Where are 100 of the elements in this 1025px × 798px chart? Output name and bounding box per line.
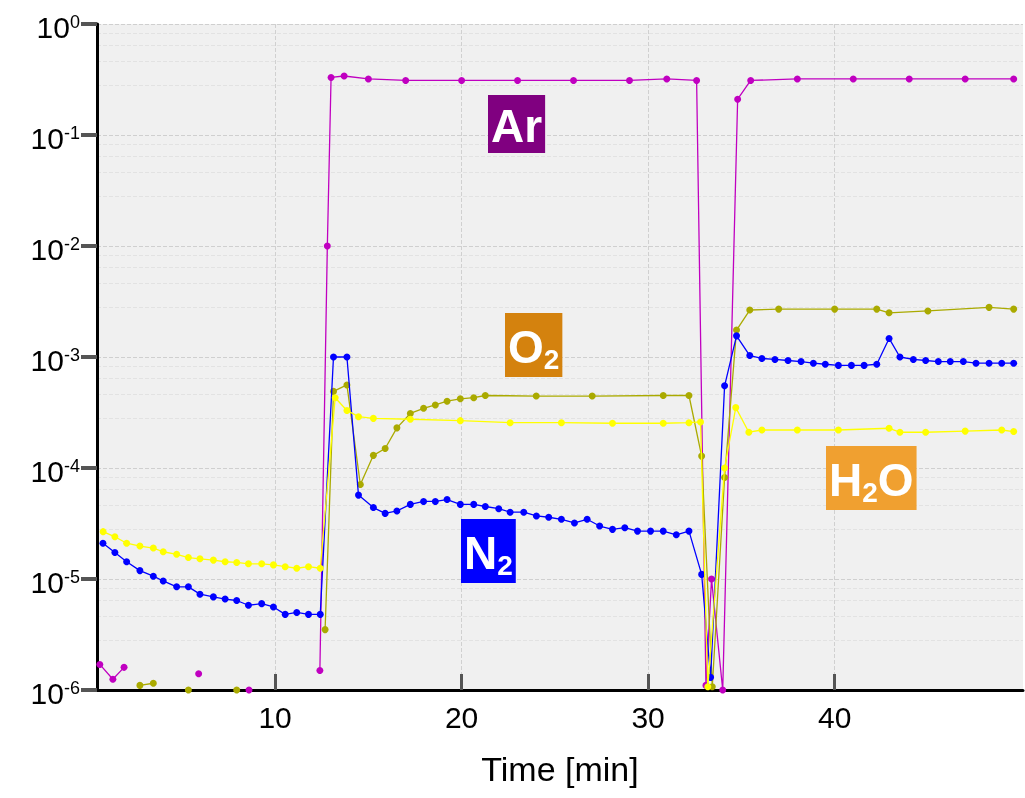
x-tick-label: 40	[817, 700, 852, 734]
point	[873, 305, 881, 313]
point	[1010, 305, 1018, 313]
point	[316, 666, 324, 674]
point	[369, 451, 377, 459]
point	[831, 305, 839, 313]
point	[793, 75, 801, 83]
point	[609, 419, 616, 427]
y-tick-label: 10$^{-3}$	[30, 343, 80, 378]
point	[746, 306, 754, 314]
point	[233, 686, 241, 694]
y-tick-label: 10$^{-1}$	[30, 121, 80, 156]
series-label: Ar	[491, 100, 543, 152]
point	[625, 76, 633, 84]
point	[96, 660, 104, 668]
point	[456, 395, 464, 403]
point	[693, 76, 701, 84]
point	[588, 392, 596, 400]
point	[708, 575, 716, 583]
x-tick-label: 10	[258, 700, 292, 734]
point	[732, 404, 740, 412]
point	[136, 542, 144, 550]
point	[364, 75, 372, 83]
point	[184, 686, 192, 694]
point	[327, 73, 335, 81]
point	[659, 419, 667, 427]
point	[659, 392, 667, 399]
y-tick-label: 10$^{-2}$	[30, 232, 80, 267]
point	[456, 417, 464, 425]
point	[663, 75, 671, 83]
point	[420, 404, 428, 412]
point	[458, 76, 466, 84]
point	[747, 76, 755, 84]
y-tick-label: 10$^{0}$	[36, 10, 80, 45]
point	[402, 76, 410, 84]
point	[961, 75, 969, 83]
point	[905, 75, 913, 83]
point	[316, 564, 324, 572]
point	[1010, 75, 1018, 83]
point	[834, 426, 842, 434]
point	[793, 426, 801, 434]
point	[136, 681, 144, 689]
point	[896, 428, 904, 436]
point	[149, 544, 157, 552]
point	[470, 394, 478, 402]
point	[506, 419, 514, 427]
point	[697, 418, 705, 426]
point	[924, 307, 932, 315]
point	[109, 675, 117, 683]
point	[406, 409, 414, 417]
point	[258, 560, 266, 568]
point	[123, 539, 131, 547]
point	[221, 558, 229, 566]
point	[775, 305, 783, 313]
point	[196, 555, 204, 563]
point	[305, 563, 312, 571]
point	[719, 686, 727, 694]
point	[734, 95, 742, 103]
point	[321, 626, 329, 634]
point	[354, 413, 362, 421]
point	[331, 394, 339, 402]
point	[1010, 428, 1018, 436]
x-axis-title: Time [min]	[481, 750, 639, 788]
point	[233, 558, 241, 566]
point	[149, 679, 157, 687]
point	[985, 303, 993, 311]
point	[209, 556, 217, 564]
point	[393, 424, 401, 432]
point	[685, 419, 693, 427]
point	[745, 428, 753, 436]
point	[514, 76, 522, 84]
point	[369, 414, 377, 422]
point	[406, 415, 414, 423]
x-tick-label: 20	[444, 700, 479, 734]
point	[721, 464, 729, 472]
point	[381, 444, 389, 452]
y-tick-label: 10$^{-4}$	[30, 454, 80, 489]
point	[184, 554, 192, 562]
point	[481, 392, 489, 399]
point	[849, 75, 857, 83]
point	[998, 426, 1006, 434]
point	[323, 242, 331, 250]
point	[293, 564, 301, 572]
point	[244, 560, 252, 568]
point	[343, 406, 351, 414]
point	[885, 309, 893, 317]
point	[281, 563, 289, 571]
y-tick-label: 10$^{-5}$	[30, 565, 80, 600]
point	[195, 670, 203, 678]
point	[532, 392, 540, 400]
point	[120, 663, 128, 671]
point	[159, 548, 167, 556]
point	[443, 397, 451, 405]
point	[431, 401, 439, 409]
point	[269, 561, 277, 569]
point	[111, 533, 119, 541]
x-tick-label: 30	[631, 700, 665, 734]
point	[961, 427, 969, 435]
y-tick-label: 10$^{-6}$	[30, 676, 80, 711]
point	[570, 76, 578, 84]
